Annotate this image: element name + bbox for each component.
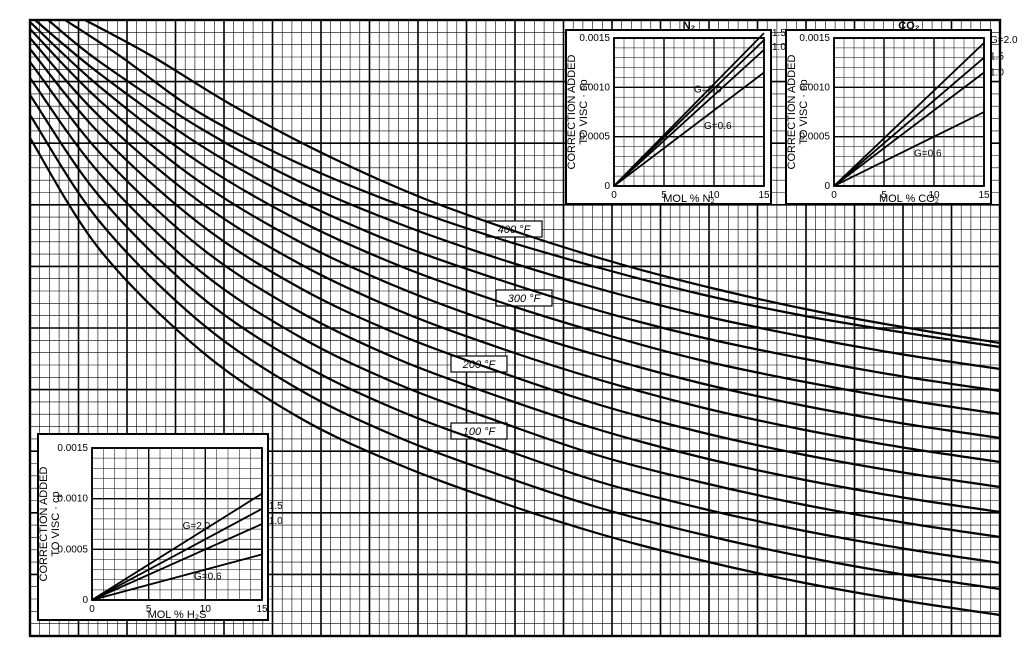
inset-title: N₂ [683,20,696,32]
tick-label: 15 [256,604,268,615]
inset-n2: G=2.01.51.0G=0.6051015MOL % N₂00.00050.0… [566,20,786,205]
inset-title: CO₂ [898,20,920,32]
curve-label-text: 300 °F [508,293,542,305]
tick-label: 0.0015 [579,33,610,44]
tick-label: 0 [89,604,95,615]
inset-series-label: G=0.6 [704,121,732,132]
inset-series-label: G=0.6 [914,148,942,159]
tick-label: 0 [82,595,88,606]
inset-series-label: 1.0 [772,42,786,53]
inset-series-label: 1.0 [269,516,283,527]
tick-label: 0.0010 [57,494,88,505]
chart-canvas: 100 °F200 °F300 °F400 °FG=2.01.51.0G=0.6… [0,0,1024,656]
x-axis-label: MOL % H₂S [148,609,207,621]
inset-series-label: 1.0 [990,67,1004,78]
tick-label: 15 [758,190,770,201]
inset-series-label: 1.5 [990,52,1004,63]
inset-co2: G=2.01.51.0G=0.6051015MOL % CO₂00.00050.… [786,20,1018,205]
inset-series-label: G=2.0 [990,35,1018,46]
x-axis-label: MOL % CO₂ [879,193,939,205]
inset-series-label: 1.5 [772,28,786,39]
inset-series-label: G=2.0 [183,521,211,532]
inset-h2s: G=2.01.51.0G=0.6051015MOL % H₂S00.00050.… [38,434,283,621]
tick-label: 0 [611,190,617,201]
inset-series-label: 1.5 [269,501,283,512]
tick-label: 0.0005 [57,544,88,555]
inset-series-label: G=0.6 [194,572,222,583]
tick-label: 0 [831,190,837,201]
tick-label: 0.0015 [57,443,88,454]
x-axis-label: MOL % N₂ [663,193,715,205]
tick-label: 15 [978,190,990,201]
tick-label: 0 [604,181,610,192]
tick-label: 0.0015 [799,33,830,44]
tick-label: 0 [824,181,830,192]
